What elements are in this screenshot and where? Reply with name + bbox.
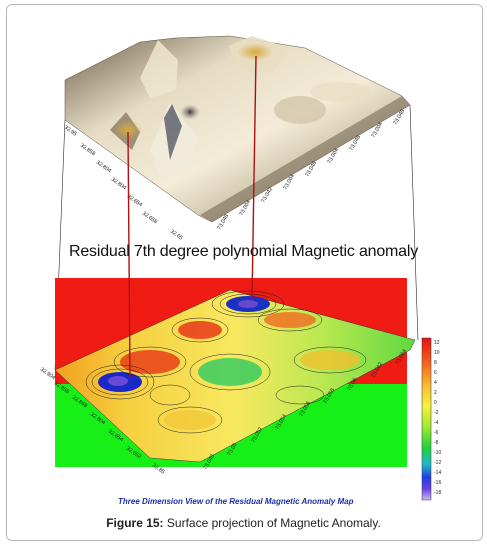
- lower-projection-panel: [54, 278, 416, 467]
- colorbar-tick: -18: [434, 490, 441, 496]
- colorbar-tick: -16: [434, 480, 441, 486]
- upper-3d-surface: [64, 35, 411, 223]
- figure-label: Figure 15:: [106, 516, 164, 530]
- leader-line-right: [251, 55, 257, 301]
- map-caption: Three Dimension View of the Residual Mag…: [118, 497, 354, 506]
- colorbar-tick: 4: [434, 380, 437, 386]
- leader-lines: [127, 55, 257, 379]
- figure-caption: Figure 15: Surface projection of Magneti…: [0, 516, 487, 530]
- colorbar-tick: 12: [434, 340, 440, 346]
- colorbar-tick: -12: [434, 460, 441, 466]
- upper-left-tick: 32.804: [95, 160, 112, 175]
- leader-line-left: [127, 131, 131, 379]
- colorbar-tick: 10: [434, 350, 440, 356]
- colorbar-tick: 6: [434, 370, 437, 376]
- upper-left-tick: 32.65: [169, 229, 184, 242]
- colorbar-tick: 8: [434, 360, 437, 366]
- colorbar-tick: -8: [434, 440, 439, 446]
- upper-left-tick: 32.858: [79, 143, 96, 158]
- upper-left-tick: 32.658: [141, 211, 158, 226]
- colorbar-tick: 0: [434, 400, 437, 406]
- positive-anomaly-blob: [178, 321, 222, 339]
- colorbar-tick: -2: [434, 410, 439, 416]
- colorbar-tick: -14: [434, 470, 441, 476]
- colorbar-tick: -4: [434, 420, 439, 426]
- colorbar-tick: -6: [434, 430, 439, 436]
- residual-anomaly-title: Residual 7th degree polynomial Magnetic …: [68, 243, 419, 260]
- positive-anomaly-blob: [120, 350, 180, 374]
- colorbar: 12 10 8 6 4 2 0 -2 -4 -6 -8 -10 -12 -14 …: [421, 337, 441, 501]
- figure-caption-text: Surface projection of Magnetic Anomaly.: [163, 516, 381, 530]
- colorbar-tick: 2: [434, 390, 437, 396]
- lower-left-tick: 32.904: [39, 367, 56, 382]
- upper-left-tick: 32.804: [110, 177, 127, 192]
- colorbar-tick: -10: [434, 450, 441, 456]
